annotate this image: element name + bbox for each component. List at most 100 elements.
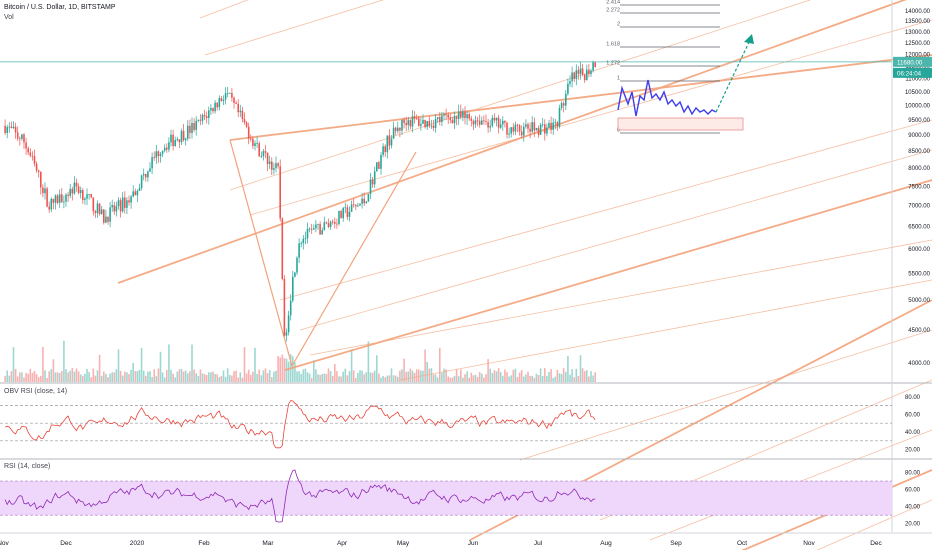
volume-bar [142, 370, 145, 382]
candle-body [130, 196, 132, 203]
candle-body [392, 127, 395, 139]
volume-legend[interactable]: Vol [4, 14, 14, 21]
volume-bar [363, 374, 365, 382]
candle-body [313, 228, 315, 230]
volume-bar [344, 368, 347, 382]
candle-body [111, 205, 113, 208]
candle-body [342, 207, 344, 219]
volume-bar [115, 369, 118, 382]
volume-bar [350, 349, 353, 382]
candle-body [79, 190, 82, 194]
time-tick-label: Sep [670, 540, 682, 547]
volume-bar [90, 377, 92, 382]
volume-bar [241, 377, 244, 382]
candle-body [140, 175, 143, 189]
candle-body [336, 223, 338, 225]
candle-body [415, 118, 418, 120]
volume-bar [579, 355, 582, 382]
candle-body [159, 153, 162, 157]
volume-bar [212, 371, 214, 382]
volume-bar [252, 371, 254, 382]
volume-bar [302, 369, 305, 382]
candle-body [84, 198, 86, 201]
volume-bar [529, 375, 531, 382]
volume-bar [182, 371, 185, 382]
candle-body [462, 111, 464, 118]
rsi-title[interactable]: RSI (14, close) [4, 463, 51, 470]
candle-body [31, 155, 34, 157]
volume-bar [415, 369, 418, 382]
candle-body [430, 125, 433, 127]
candle-body [441, 115, 443, 122]
indicator-tick-label: 20.00 [905, 448, 921, 454]
symbol-title[interactable]: Bitcoin / U.S. Dollar, 1D, BITSTAMP [4, 4, 116, 11]
volume-bar [439, 347, 441, 382]
price-tick-label: 7500.00 [908, 184, 930, 190]
volume-bar [588, 376, 590, 382]
candle-body [277, 163, 279, 167]
volume-bar [100, 375, 103, 382]
price-tick-label: 12000.00 [905, 52, 931, 58]
candle-body [63, 201, 65, 203]
volume-bar [329, 370, 332, 382]
candle-body [205, 116, 208, 118]
candle-body [86, 194, 88, 199]
volume-bar [321, 374, 323, 382]
volume-bar [84, 373, 86, 382]
candle-body [16, 132, 19, 139]
volume-bar [306, 372, 309, 382]
volume-bar [16, 376, 19, 382]
fib-level-label: 2.272 [606, 8, 620, 14]
candle-body [361, 198, 363, 204]
volume-bar [407, 371, 410, 382]
candle-body [271, 161, 273, 170]
volume-bar [308, 373, 311, 382]
candle-body [399, 127, 401, 131]
candle-body [512, 127, 515, 132]
volume-bar [220, 375, 223, 382]
volume-bar [535, 373, 538, 382]
volume-bar [193, 369, 195, 382]
volume-bar [382, 375, 384, 382]
obv-rsi-title[interactable]: OBV RSI (close, 14) [4, 388, 68, 395]
fib-level-label: 2 [617, 22, 620, 28]
price-tick-label: 5500.00 [908, 271, 930, 277]
fib-level-label: 1.618 [606, 42, 620, 48]
candle-body [136, 190, 139, 196]
candle-body [241, 110, 244, 120]
candle-body [565, 93, 567, 106]
volume-bar [338, 376, 340, 382]
volume-bar [61, 371, 63, 382]
volume-bar [361, 370, 363, 382]
candle-body [90, 194, 92, 198]
volume-bar [184, 370, 187, 382]
volume-bar [430, 368, 433, 382]
indicator-tick-label: 40.00 [905, 505, 921, 511]
candle-body [189, 125, 191, 133]
candle-body [548, 122, 550, 128]
candle-body [184, 138, 187, 141]
candle-body [331, 221, 334, 223]
candle-body [235, 102, 237, 104]
candle-body [287, 315, 290, 333]
candle-body [552, 122, 554, 130]
candle-body [226, 93, 229, 94]
volume-bar [443, 368, 445, 382]
volume-bar [187, 373, 189, 382]
candle-body [457, 111, 460, 119]
channel-line-thin [309, 239, 932, 356]
candle-body [546, 127, 548, 134]
volume-bar [56, 372, 59, 382]
candle-body [476, 120, 479, 122]
candle-body [210, 108, 212, 111]
volume-bar [527, 371, 529, 382]
candle-body [460, 111, 462, 118]
fib-level-label: 0 [617, 128, 620, 134]
volume-bar [4, 375, 6, 382]
volume-bar [128, 374, 130, 382]
volume-bar [119, 370, 122, 382]
volume-bar [556, 369, 559, 382]
volume-bar [75, 368, 78, 382]
volume-bar [44, 370, 46, 382]
